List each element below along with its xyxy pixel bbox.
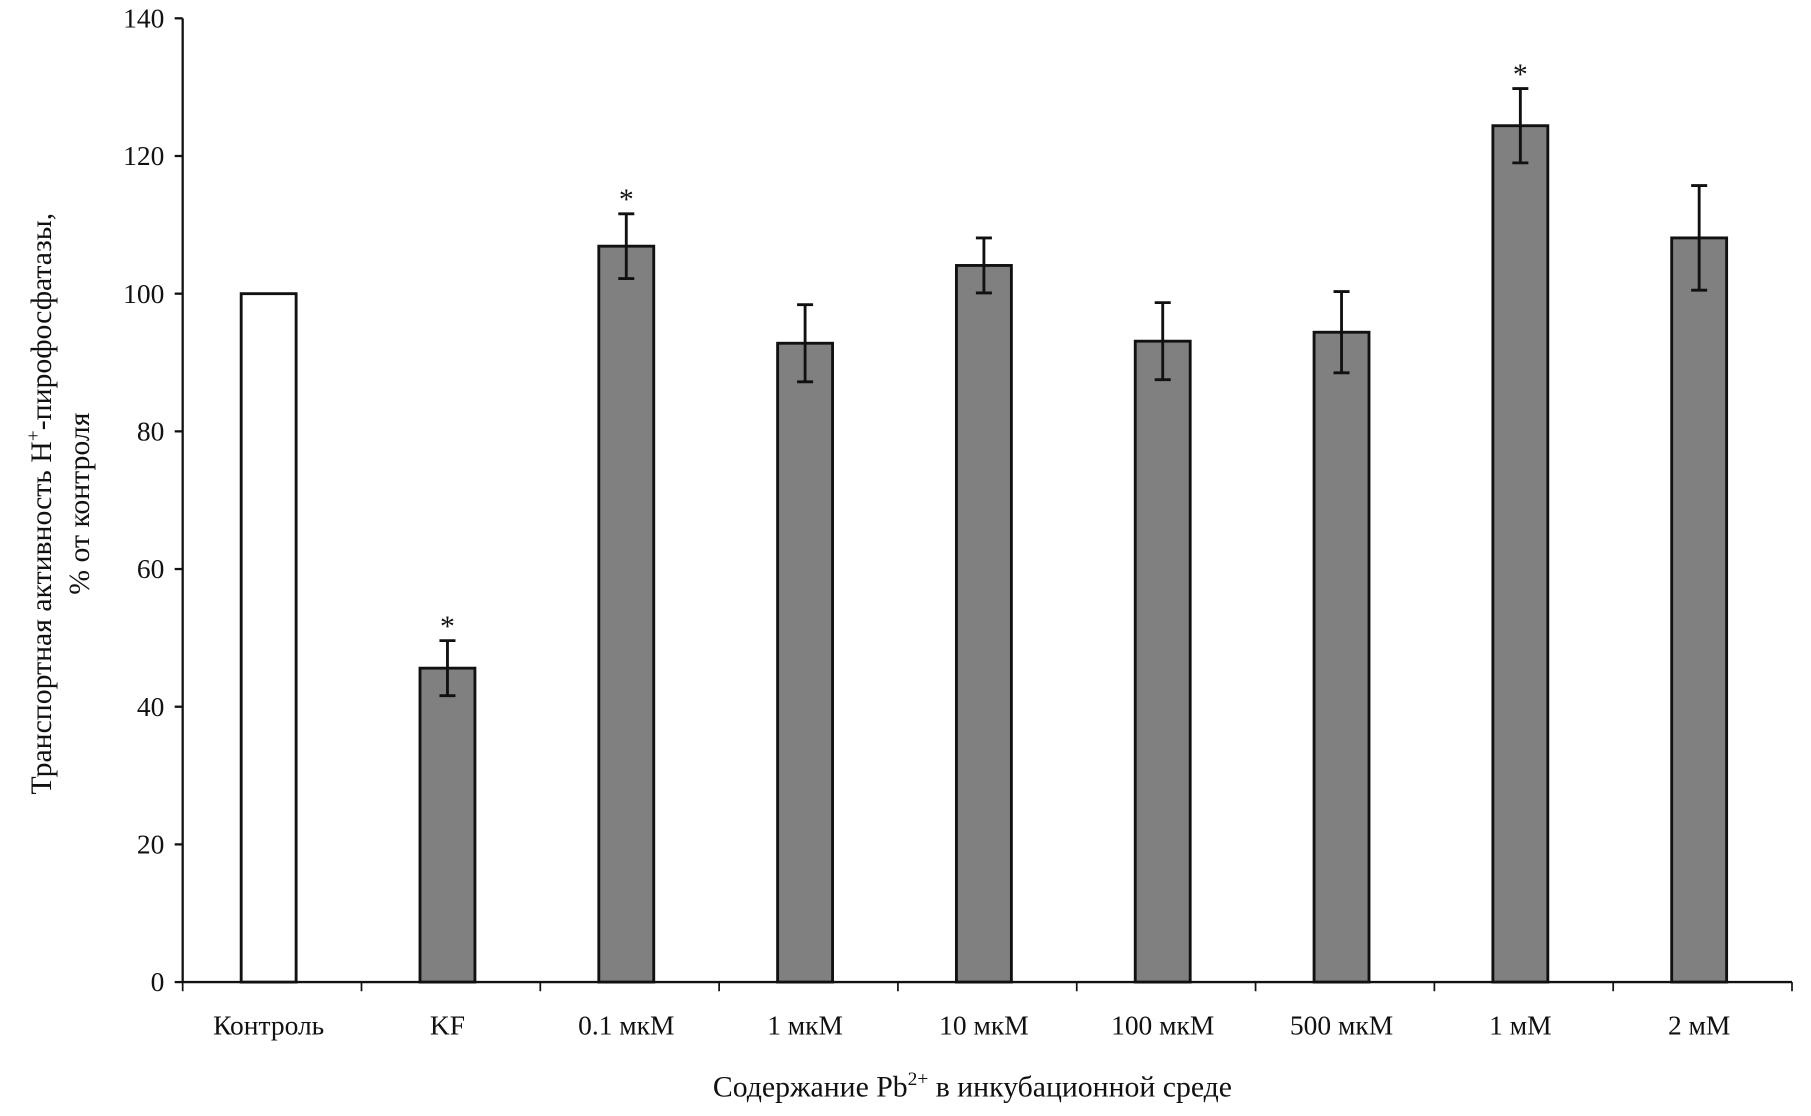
x-axis: Контроль KF 0.1 мкМ 1 мкМ 10 мкМ 100 мкМ 500 м… xyxy=(181,980,1793,1041)
x-tick-label: 500 мкМ xyxy=(1290,1011,1393,1041)
bar xyxy=(418,666,477,984)
significance-marker: * xyxy=(440,610,455,643)
x-tick-label: 10 мкМ xyxy=(939,1011,1028,1041)
x-tick-label: 1 мкМ xyxy=(767,1011,843,1041)
x-tick-label: 100 мкМ xyxy=(1111,1011,1214,1041)
x-tick-label: 2 мМ xyxy=(1668,1011,1730,1041)
bar xyxy=(1312,330,1371,984)
y-tick-label: 100 xyxy=(123,279,164,309)
y-tick-label: 140 xyxy=(123,3,164,33)
x-tick-label: 0.1 мкМ xyxy=(578,1011,674,1041)
x-axis-label: Содержание Pb2+ в инкубационной среде xyxy=(713,1069,1232,1103)
significance-marker: * xyxy=(619,183,634,216)
bar xyxy=(955,264,1013,984)
y-tick-label: 0 xyxy=(151,967,165,997)
x-tick-label: Контроль xyxy=(213,1011,324,1041)
y-tick-label: 120 xyxy=(123,141,164,171)
y-tick-label: 60 xyxy=(137,554,164,584)
y-tick-label: 80 xyxy=(137,417,164,447)
x-tick-label: 1 мМ xyxy=(1489,1011,1551,1041)
bars: * * * xyxy=(239,58,1729,984)
bar xyxy=(1133,339,1192,984)
y-axis-label-line1: Транспортная активность H+-пирофосфатазы… xyxy=(24,213,58,795)
y-tick-label: 40 xyxy=(137,692,164,722)
bar xyxy=(1670,236,1729,984)
y-axis: 0 20 40 60 80 100 120 140 xyxy=(123,3,184,997)
bar xyxy=(1491,124,1550,984)
x-tick-label: KF xyxy=(430,1011,465,1041)
significance-marker: * xyxy=(1513,58,1528,91)
bar xyxy=(597,244,656,984)
y-axis-label-line2: % от контроля xyxy=(63,412,96,594)
bar xyxy=(776,341,834,984)
bar xyxy=(239,292,298,984)
y-tick-label: 20 xyxy=(137,830,164,860)
